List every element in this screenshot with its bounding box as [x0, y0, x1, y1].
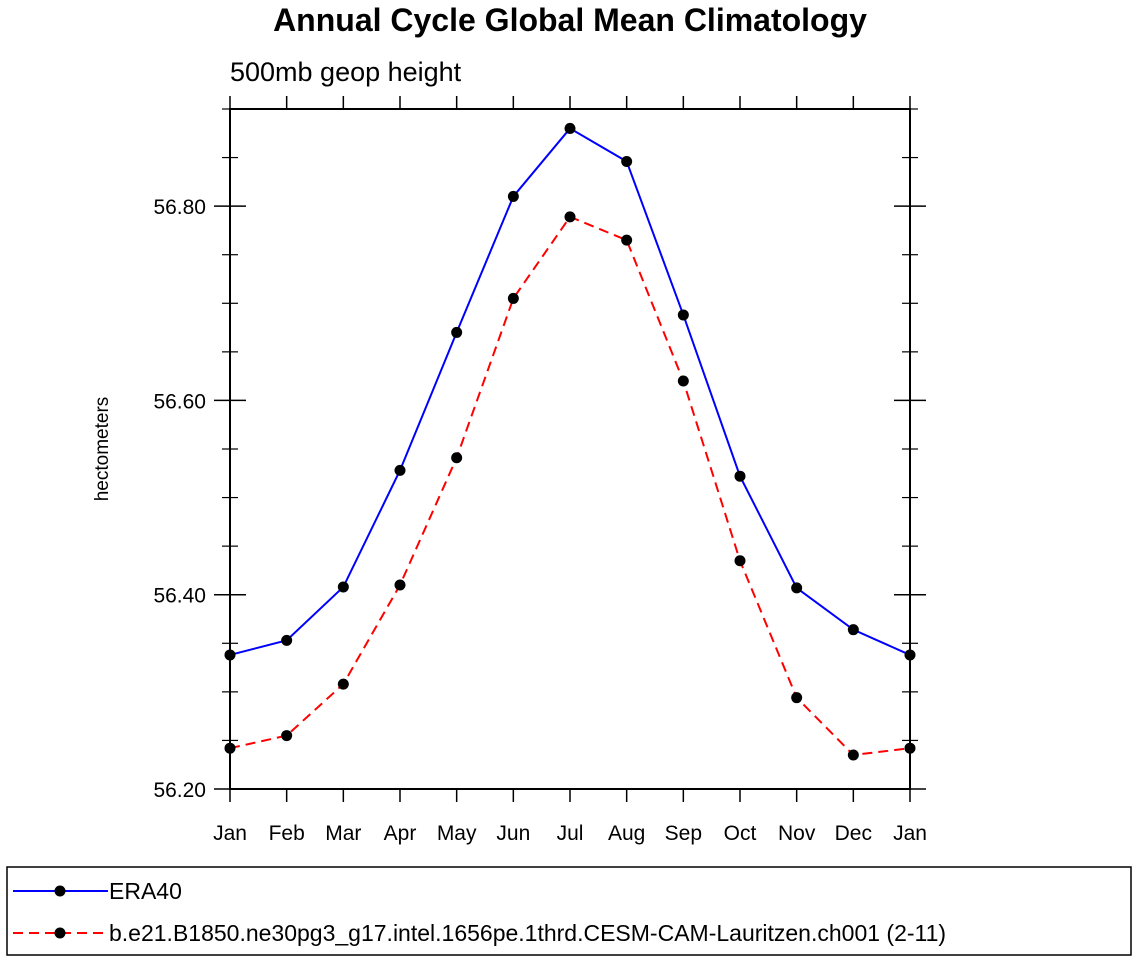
- data-point-series-2: [337, 678, 349, 690]
- x-tick-label: Apr: [384, 822, 417, 845]
- data-point-series-2: [791, 692, 803, 704]
- series-line-1: [229, 127, 911, 656]
- data-point-series-1: [451, 326, 463, 338]
- data-point-series-2: [734, 555, 746, 567]
- data-point-series-1: [621, 155, 633, 167]
- data-point-series-1: [337, 581, 349, 593]
- x-tick-label: Aug: [608, 822, 645, 845]
- y-tick-label: 56.60: [153, 390, 206, 413]
- y-tick-label: 56.20: [153, 779, 206, 802]
- plot-frame: [229, 108, 911, 790]
- data-point-series-1: [791, 582, 803, 594]
- legend-marker-1: [54, 885, 66, 897]
- y-tick-label: 56.40: [153, 585, 206, 608]
- data-series: [224, 122, 916, 761]
- x-tick-label: Jan: [213, 822, 247, 845]
- y-axis-label: hectometers: [92, 397, 113, 502]
- data-point-series-2: [621, 234, 633, 246]
- data-point-series-2: [677, 375, 689, 387]
- data-point-series-1: [394, 464, 406, 476]
- data-point-series-2: [451, 452, 463, 464]
- x-tick-label: Dec: [835, 822, 872, 845]
- legend-label-2: b.e21.B1850.ne30pg3_g17.intel.1656pe.1th…: [109, 920, 946, 946]
- x-tick-label: Jul: [557, 822, 584, 845]
- series-line-2: [229, 215, 911, 757]
- legend-box: [6, 866, 1132, 956]
- chart-title: Annual Cycle Global Mean Climatology: [273, 2, 867, 38]
- chart-subtitle: 500mb geop height: [230, 57, 462, 87]
- data-point-series-2: [564, 211, 576, 223]
- x-tick-label: Jan: [893, 822, 927, 845]
- legend: ERA40 b.e21.B1850.ne30pg3_g17.intel.1656p…: [6, 866, 1132, 956]
- x-tick-label: Jun: [496, 822, 530, 845]
- data-point-series-2: [847, 749, 859, 761]
- legend-label-1: ERA40: [109, 878, 182, 904]
- legend-marker-2: [54, 927, 66, 939]
- x-tick-label: May: [437, 822, 477, 845]
- x-tick-label: Mar: [325, 822, 361, 845]
- data-point-series-1: [847, 624, 859, 636]
- data-point-series-1: [281, 634, 293, 646]
- x-tick-label: Sep: [665, 822, 702, 845]
- data-point-series-2: [281, 730, 293, 742]
- x-tick-label: Feb: [269, 822, 305, 845]
- x-tick-label: Nov: [778, 822, 816, 845]
- data-point-series-1: [734, 470, 746, 482]
- y-tick-label: 56.80: [153, 196, 206, 219]
- x-tick-label: Oct: [724, 822, 757, 845]
- data-point-series-2: [507, 292, 519, 304]
- data-point-series-1: [564, 122, 576, 134]
- data-point-series-1: [507, 190, 519, 202]
- axis-ticks: Jan Feb Mar Apr May Jun Jul Aug Sep Oct Nov Dec Jan 5…: [153, 96, 927, 845]
- data-point-series-1: [677, 309, 689, 321]
- data-point-series-2: [394, 579, 406, 591]
